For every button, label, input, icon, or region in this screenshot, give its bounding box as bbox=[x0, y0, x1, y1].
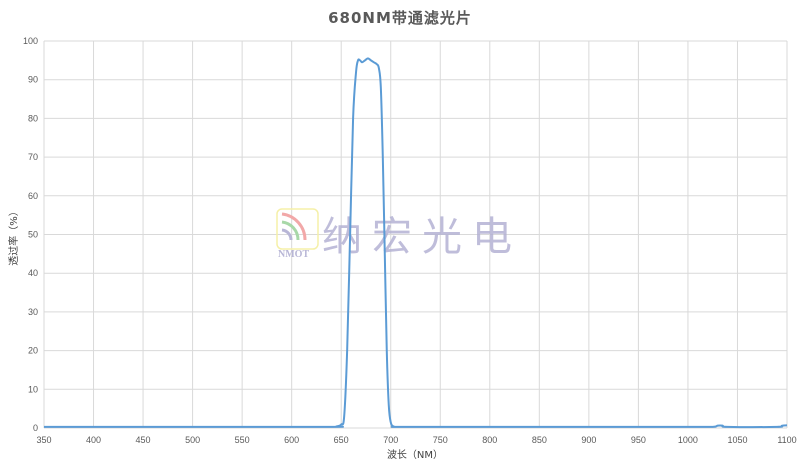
x-tick-label: 800 bbox=[482, 435, 497, 445]
logo-signal-arc bbox=[281, 220, 300, 241]
x-tick-label: 1100 bbox=[777, 435, 796, 445]
y-tick-label: 80 bbox=[28, 113, 38, 123]
x-tick-label: 650 bbox=[334, 435, 349, 445]
y-tick-label: 70 bbox=[28, 152, 38, 162]
grid bbox=[43, 40, 788, 429]
y-tick-label: 0 bbox=[33, 423, 38, 433]
x-tick-label: 350 bbox=[36, 435, 51, 445]
x-tick-labels: 350 400 450 500 550 600 650 700 750 800 850 900 950 1… bbox=[36, 435, 796, 445]
watermark: NMOT 纳宏光电 bbox=[276, 208, 522, 260]
x-tick-label: 1050 bbox=[727, 435, 747, 445]
logo-frame bbox=[276, 208, 319, 250]
y-tick-label: 100 bbox=[23, 36, 38, 46]
x-tick-label: 600 bbox=[284, 435, 299, 445]
logo-text: NMOT bbox=[278, 249, 309, 260]
x-axis-label: 波长（NM） bbox=[387, 448, 443, 461]
y-tick-label: 60 bbox=[28, 191, 38, 201]
logo-signal-arc-inner bbox=[281, 228, 293, 241]
y-tick-label: 20 bbox=[28, 346, 38, 356]
x-tick-label: 950 bbox=[631, 435, 646, 445]
y-tick-label: 10 bbox=[28, 384, 38, 394]
logo-signal-icon bbox=[281, 212, 307, 241]
x-tick-label: 750 bbox=[433, 435, 448, 445]
chart-title: 680NM带通滤光片 bbox=[328, 9, 472, 27]
x-tick-label: 900 bbox=[581, 435, 596, 445]
watermark-text: 纳宏光电 bbox=[322, 214, 522, 260]
x-tick-label: 700 bbox=[383, 435, 398, 445]
y-axis-label: 透过率（%） bbox=[7, 206, 20, 266]
x-tick-label: 1000 bbox=[678, 435, 698, 445]
y-tick-label: 50 bbox=[28, 230, 38, 240]
y-tick-label: 30 bbox=[28, 307, 38, 317]
x-tick-label: 850 bbox=[532, 435, 547, 445]
x-tick-label: 450 bbox=[136, 435, 151, 445]
y-tick-label: 90 bbox=[28, 75, 38, 85]
x-tick-label: 400 bbox=[86, 435, 101, 445]
y-tick-label: 40 bbox=[28, 268, 38, 278]
x-tick-label: 550 bbox=[235, 435, 250, 445]
x-tick-label: 500 bbox=[185, 435, 200, 445]
transmission-line bbox=[43, 57, 788, 428]
y-tick-labels: 0 10 20 30 40 50 60 70 80 90 100 bbox=[23, 36, 38, 433]
